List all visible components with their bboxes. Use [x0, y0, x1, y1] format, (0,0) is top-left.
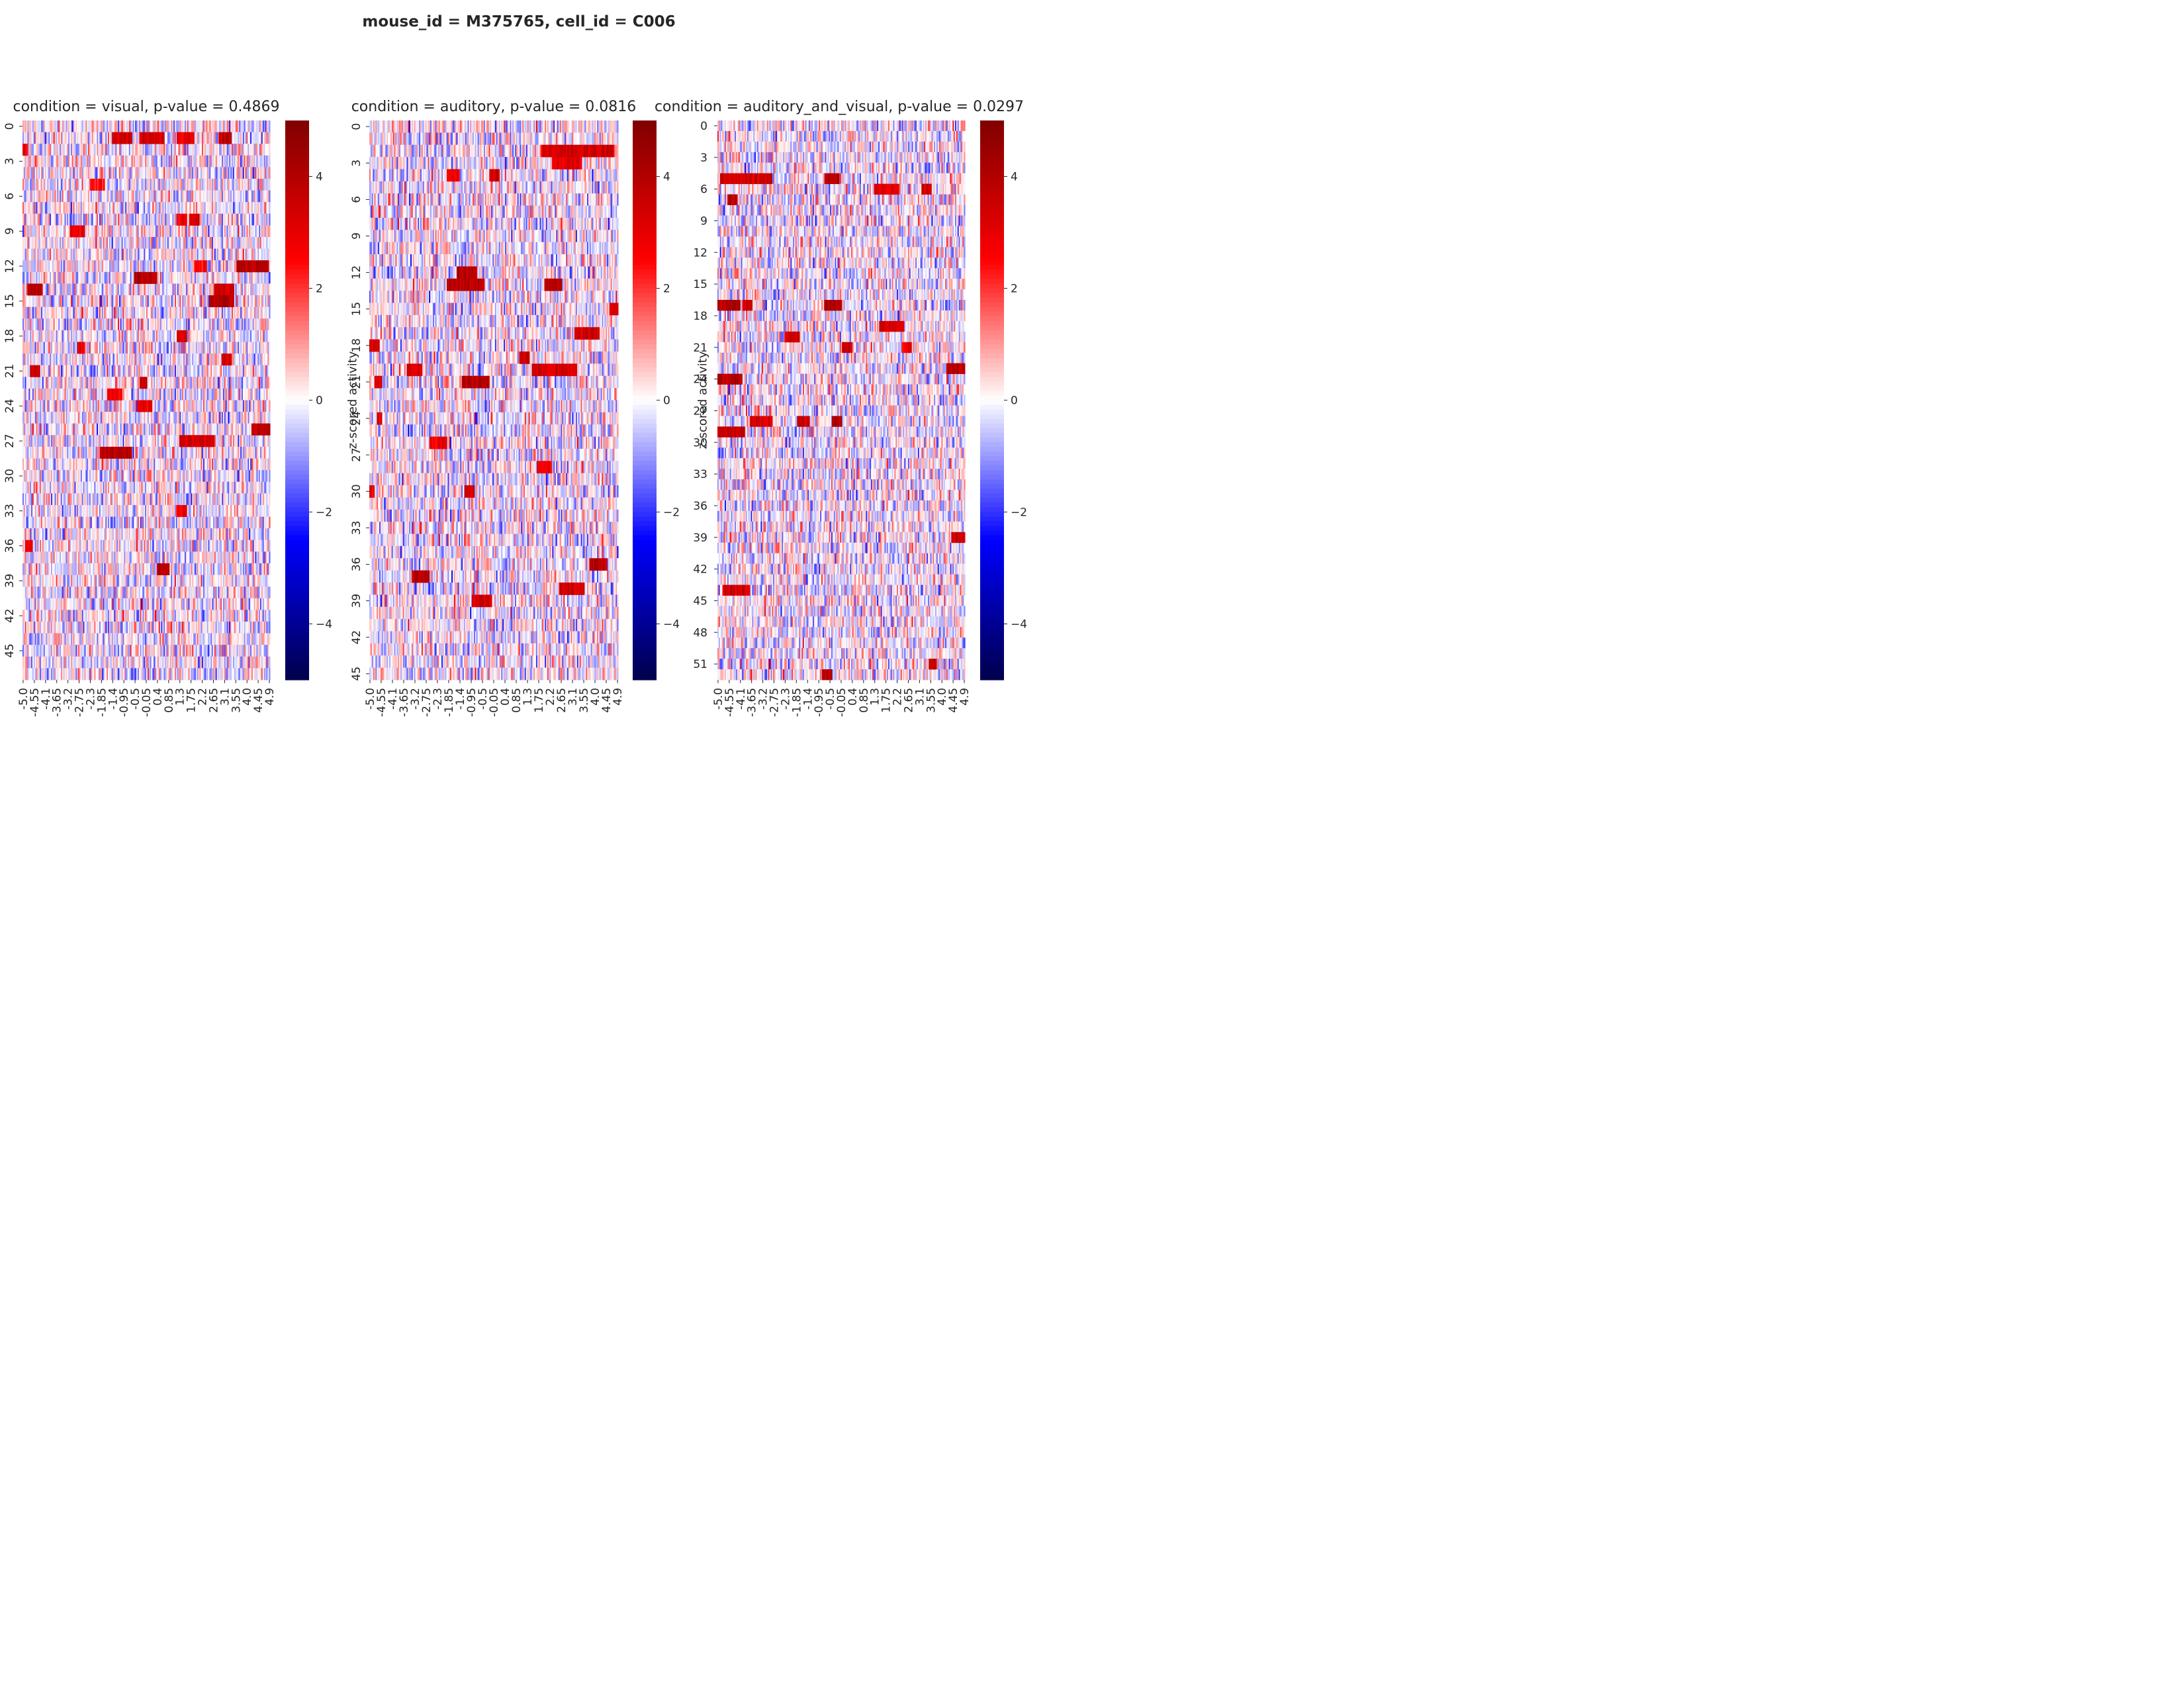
heatmap-cell — [269, 342, 270, 353]
heatmap-panel-0: 0369121518212427303336394245-5.0-4.55-4.… — [3, 120, 332, 717]
heatmap-cell — [269, 377, 270, 389]
heatmap-cell — [269, 389, 270, 400]
heatmap-cell — [269, 260, 270, 272]
heatmap-cell — [269, 272, 270, 284]
heatmap-cell — [269, 307, 270, 319]
heatmap-cell — [269, 214, 270, 226]
heatmap-cell — [269, 179, 270, 191]
heatmap-cell — [269, 318, 270, 330]
heatmap-cell — [269, 167, 270, 179]
heatmap-cell — [269, 295, 270, 307]
heatmap-cell — [269, 353, 270, 365]
heatmap-cell — [269, 237, 270, 249]
heatmap-cell — [269, 144, 270, 156]
heatmap-cell — [269, 249, 270, 261]
heatmap-cell — [269, 120, 270, 132]
heatmap-cell — [269, 191, 270, 203]
heatmap-cell — [269, 330, 270, 342]
heatmap-cell — [269, 365, 270, 377]
heatmap-cell — [269, 132, 270, 144]
heatmap-cell — [269, 202, 270, 214]
heatmap-cell — [269, 225, 270, 237]
heatmap-cell — [269, 283, 270, 295]
heatmap-cell — [269, 156, 270, 167]
heatmap-figure: 0369121518212427303336394245-5.0-4.55-4.… — [0, 0, 1038, 802]
